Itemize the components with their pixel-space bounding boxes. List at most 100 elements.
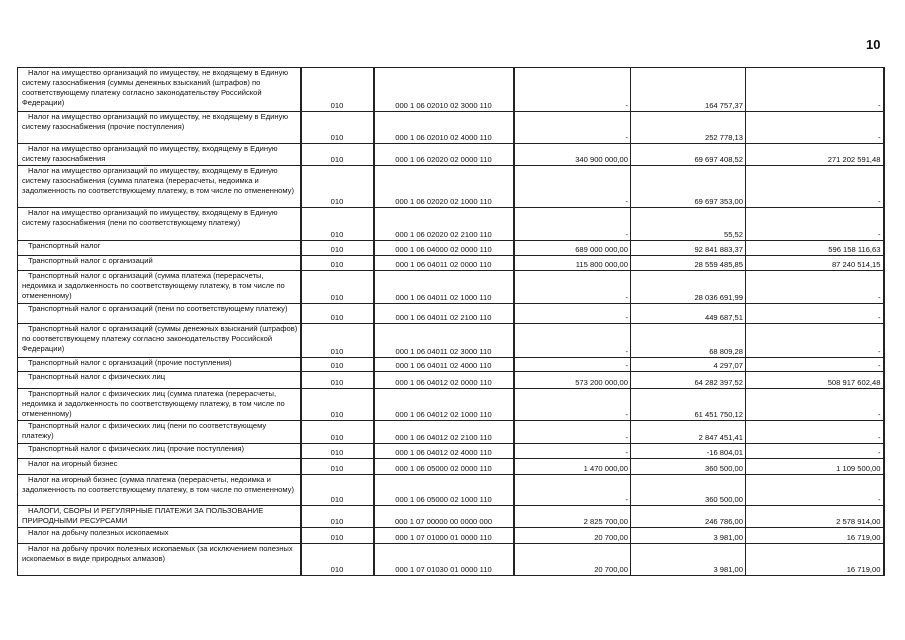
cell-code: 000 1 06 02010 02 3000 110 (372, 67, 515, 112)
cell-code: 000 1 06 02020 02 0000 110 (372, 143, 515, 166)
cell-approved: - (513, 443, 631, 459)
cell-executed: 69 697 353,00 (630, 165, 746, 208)
cell-executed: 64 282 397,52 (630, 371, 746, 389)
cell-unexecuted: - (745, 207, 885, 241)
cell-code: 000 1 07 01030 01 0000 110 (372, 543, 515, 576)
table-row: Налог на добычу прочих полезных ископаем… (17, 543, 885, 576)
cell-executed: 360 500,00 (630, 474, 746, 506)
cell-name: Транспортный налог (17, 240, 302, 256)
cell-approved: - (513, 323, 631, 358)
cell-line: 010 (300, 505, 374, 528)
revenue-table: Налог на имущество организаций по имущес… (17, 67, 885, 576)
cell-line: 010 (300, 240, 374, 256)
cell-line: 010 (300, 543, 374, 576)
cell-line: 010 (300, 255, 374, 271)
cell-executed: 4 297,07 (630, 357, 746, 372)
cell-line: 010 (300, 323, 374, 358)
cell-name: Транспортный налог с организаций (суммы … (17, 323, 302, 358)
cell-name: Налог на имущество организаций по имущес… (17, 67, 302, 112)
cell-name: Налог на игорный бизнес (сумма платежа (… (17, 474, 302, 506)
table-row: Транспортный налог с физических лиц (про… (17, 443, 885, 459)
cell-unexecuted: 1 109 500,00 (745, 458, 885, 475)
cell-code: 000 1 06 04012 02 1000 110 (372, 388, 515, 421)
cell-line: 010 (300, 388, 374, 421)
cell-executed: -16 804,01 (630, 443, 746, 459)
cell-unexecuted: 596 158 116,63 (745, 240, 885, 256)
cell-line: 010 (300, 420, 374, 444)
cell-executed: 68 809,28 (630, 323, 746, 358)
table-row: Транспортный налог с организаций (сумма … (17, 270, 885, 304)
cell-executed: 164 757,37 (630, 67, 746, 112)
cell-approved: - (513, 207, 631, 241)
cell-approved: 573 200 000,00 (513, 371, 631, 389)
cell-name: Транспортный налог с физических лиц (про… (17, 443, 302, 459)
cell-name: Транспортный налог с организаций (прочие… (17, 357, 302, 372)
cell-line: 010 (300, 371, 374, 389)
cell-unexecuted: 271 202 591,48 (745, 143, 885, 166)
cell-approved: 689 000 000,00 (513, 240, 631, 256)
cell-line: 010 (300, 474, 374, 506)
cell-approved: - (513, 420, 631, 444)
cell-name: Налог на имущество организаций по имущес… (17, 111, 302, 144)
page-number: 10 (866, 37, 881, 52)
cell-name: Транспортный налог с физических лиц (сум… (17, 388, 302, 421)
cell-line: 010 (300, 67, 374, 112)
table-row: Транспортный налог 010 000 1 06 04000 02 0… (17, 240, 885, 256)
table-row: Транспортный налог с организаций 010 000 1… (17, 255, 885, 271)
cell-code: 000 1 06 02020 02 1000 110 (372, 165, 515, 208)
cell-name: Налог на имущество организаций по имущес… (17, 207, 302, 241)
cell-unexecuted: - (745, 443, 885, 459)
cell-line: 010 (300, 458, 374, 475)
cell-approved: - (513, 165, 631, 208)
cell-name: Налог на имущество организаций по имущес… (17, 165, 302, 208)
cell-approved: - (513, 67, 631, 112)
cell-unexecuted: - (745, 67, 885, 112)
cell-code: 000 1 06 05000 02 0000 110 (372, 458, 515, 475)
cell-line: 010 (300, 207, 374, 241)
cell-unexecuted: - (745, 388, 885, 421)
table-row: Налог на имущество организаций по имущес… (17, 67, 885, 112)
cell-approved: 115 800 000,00 (513, 255, 631, 271)
cell-unexecuted: - (745, 474, 885, 506)
table-row: Транспортный налог с физических лиц (сум… (17, 388, 885, 421)
cell-name: Налог на добычу полезных ископаемых (17, 527, 302, 544)
cell-unexecuted: 16 719,00 (745, 543, 885, 576)
cell-approved: - (513, 303, 631, 324)
table-row: Налог на имущество организаций по имущес… (17, 143, 885, 166)
table-row: Транспортный налог с организаций (пени п… (17, 303, 885, 324)
cell-executed: 69 697 408,52 (630, 143, 746, 166)
table-row: Налог на добычу полезных ископаемых 010 00… (17, 527, 885, 544)
cell-unexecuted: 508 917 602,48 (745, 371, 885, 389)
cell-approved: - (513, 270, 631, 304)
cell-line: 010 (300, 165, 374, 208)
table-row: Налог на имущество организаций по имущес… (17, 165, 885, 208)
cell-executed: 55,52 (630, 207, 746, 241)
cell-approved: - (513, 474, 631, 506)
cell-name: Налог на добычу прочих полезных ископаем… (17, 543, 302, 576)
cell-unexecuted: - (745, 303, 885, 324)
cell-code: 000 1 06 04012 02 4000 110 (372, 443, 515, 459)
table-row: Налог на имущество организаций по имущес… (17, 111, 885, 144)
cell-name: Налог на имущество организаций по имущес… (17, 143, 302, 166)
cell-line: 010 (300, 111, 374, 144)
cell-unexecuted: - (745, 165, 885, 208)
cell-executed: 360 500,00 (630, 458, 746, 475)
table-row: Налог на игорный бизнес (сумма платежа (… (17, 474, 885, 506)
cell-unexecuted: - (745, 270, 885, 304)
cell-name: Транспортный налог с организаций (17, 255, 302, 271)
cell-approved: - (513, 357, 631, 372)
cell-approved: 1 470 000,00 (513, 458, 631, 475)
cell-name: Транспортный налог с организаций (сумма … (17, 270, 302, 304)
cell-approved: 20 700,00 (513, 543, 631, 576)
cell-name: Транспортный налог с организаций (пени п… (17, 303, 302, 324)
cell-line: 010 (300, 270, 374, 304)
table-row: Налог на игорный бизнес 010 000 1 06 05000… (17, 458, 885, 475)
cell-code: 000 1 06 05000 02 1000 110 (372, 474, 515, 506)
cell-executed: 92 841 883,37 (630, 240, 746, 256)
cell-unexecuted: - (745, 111, 885, 144)
cell-unexecuted: - (745, 323, 885, 358)
cell-code: 000 1 07 01000 01 0000 110 (372, 527, 515, 544)
cell-name: Налог на игорный бизнес (17, 458, 302, 475)
cell-unexecuted: - (745, 357, 885, 372)
cell-executed: 2 847 451,41 (630, 420, 746, 444)
